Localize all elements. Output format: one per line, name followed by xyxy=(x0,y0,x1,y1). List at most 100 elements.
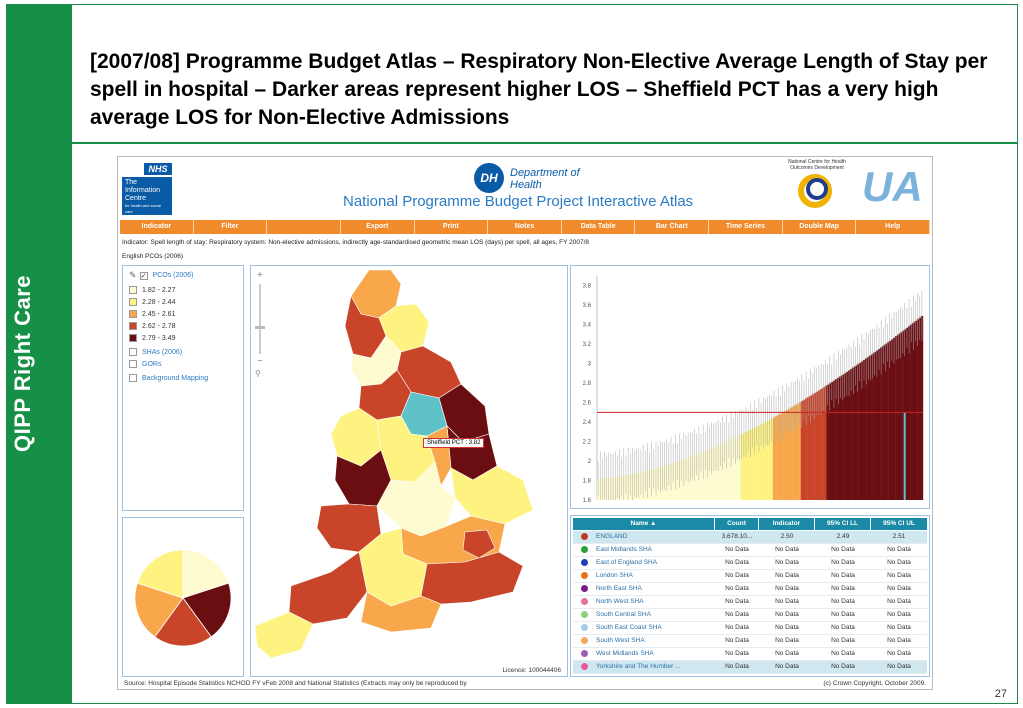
chart-bar[interactable] xyxy=(837,377,840,500)
chart-bar[interactable] xyxy=(719,444,722,500)
chart-bar[interactable] xyxy=(824,386,827,500)
menu-filter[interactable]: Filter xyxy=(194,220,268,234)
chart-bar[interactable] xyxy=(832,380,836,500)
chart-bar[interactable] xyxy=(847,370,851,500)
chart-bar[interactable] xyxy=(880,347,883,500)
chart-bar[interactable] xyxy=(727,440,731,500)
chart-bar[interactable] xyxy=(736,436,739,500)
chart-bar[interactable] xyxy=(845,371,849,500)
chart-bar[interactable] xyxy=(809,395,812,500)
chart-bar[interactable] xyxy=(744,432,748,500)
chart-bar[interactable] xyxy=(760,424,763,500)
chart-bar[interactable] xyxy=(802,399,806,500)
chart-bar[interactable] xyxy=(732,438,735,500)
menu-bar-chart[interactable]: Bar Chart xyxy=(635,220,710,234)
col-indicator-header[interactable]: Indicator xyxy=(759,518,815,530)
chart-bar[interactable] xyxy=(892,337,896,500)
col-name-header[interactable]: Name ▲ xyxy=(573,518,715,530)
chart-bar[interactable] xyxy=(798,402,801,500)
chart-bar[interactable] xyxy=(912,322,915,500)
highlighted-bar-sheffield[interactable] xyxy=(903,412,906,500)
chart-bar[interactable] xyxy=(770,418,774,500)
chart-bar[interactable] xyxy=(905,327,909,500)
chart-bar[interactable] xyxy=(886,342,889,500)
chart-bar[interactable] xyxy=(807,397,810,500)
table-row[interactable]: South West SHA No Data No Data No Data No Da… xyxy=(573,635,927,648)
chart-bar[interactable] xyxy=(794,404,797,500)
chart-bar[interactable] xyxy=(712,447,716,500)
chart-bar[interactable] xyxy=(742,433,746,500)
chart-bar[interactable] xyxy=(725,441,729,500)
zoom-in-icon[interactable]: + xyxy=(257,270,263,281)
chart-bar[interactable] xyxy=(865,358,868,500)
chart-bar[interactable] xyxy=(843,373,846,500)
chart-bar[interactable] xyxy=(867,356,870,500)
chart-bar[interactable] xyxy=(813,393,816,500)
chart-bar[interactable] xyxy=(875,350,879,500)
chart-bar[interactable] xyxy=(729,439,733,500)
chart-bar[interactable] xyxy=(907,326,911,500)
chart-bar[interactable] xyxy=(785,410,789,500)
table-row[interactable]: Yorkshire and The Humber ... No Data No Da… xyxy=(573,661,927,674)
chart-bar[interactable] xyxy=(901,331,904,500)
chart-bar[interactable] xyxy=(714,446,718,500)
chart-bar[interactable] xyxy=(828,383,831,500)
menu-notes[interactable]: Notes xyxy=(488,220,562,234)
chart-bar[interactable] xyxy=(764,422,767,500)
chart-bar[interactable] xyxy=(747,431,750,500)
chart-bar[interactable] xyxy=(723,442,726,500)
chart-bar[interactable] xyxy=(830,382,834,500)
chart-bar[interactable] xyxy=(873,352,877,500)
chart-bar[interactable] xyxy=(721,443,724,500)
chart-bar[interactable] xyxy=(792,406,795,500)
chart-bar[interactable] xyxy=(914,321,917,500)
sha-layer-checkbox[interactable] xyxy=(129,348,137,356)
pco-layer-checkbox[interactable]: ✓ xyxy=(139,271,148,280)
menu-double-map[interactable]: Double Map xyxy=(783,220,857,234)
chart-bar[interactable] xyxy=(899,332,902,500)
table-row[interactable]: North East SHA No Data No Data No Data No Da… xyxy=(573,583,927,596)
gor-layer-row[interactable]: GORs xyxy=(129,360,161,368)
chart-bar[interactable] xyxy=(882,345,885,500)
menu-print[interactable]: Print xyxy=(415,220,489,234)
zoom-handle[interactable] xyxy=(255,326,265,329)
chart-bar[interactable] xyxy=(738,435,741,500)
chart-bar[interactable] xyxy=(783,411,786,500)
chart-bar[interactable] xyxy=(676,461,679,500)
england-map[interactable]: + − ⚲ xyxy=(251,266,567,676)
chart-bar[interactable] xyxy=(777,414,780,500)
chart-bar[interactable] xyxy=(916,319,919,500)
chart-bar[interactable] xyxy=(888,341,892,500)
chart-bar[interactable] xyxy=(740,434,744,500)
chart-bar[interactable] xyxy=(717,445,720,500)
chart-bar[interactable] xyxy=(817,390,821,500)
chart-bar[interactable] xyxy=(862,359,866,500)
chart-bar[interactable] xyxy=(775,416,778,500)
chart-bar[interactable] xyxy=(766,420,769,500)
table-row[interactable]: North West SHA No Data No Data No Data No Da… xyxy=(573,596,927,609)
chart-bar[interactable] xyxy=(790,407,793,500)
pencil-icon[interactable]: ✎ xyxy=(129,270,137,280)
chart-bar[interactable] xyxy=(918,317,922,500)
table-row[interactable]: East Midlands SHA No Data No Data No Data No… xyxy=(573,544,927,557)
chart-bar[interactable] xyxy=(895,336,898,500)
chart-bar[interactable] xyxy=(897,334,900,500)
chart-bar[interactable] xyxy=(815,391,819,500)
chart-bar[interactable] xyxy=(762,423,765,500)
background-layer-checkbox[interactable] xyxy=(129,374,137,382)
table-row[interactable]: South East Coast SHA No Data No Data No Dat… xyxy=(573,622,927,635)
chart-bar[interactable] xyxy=(695,454,699,500)
chart-bar[interactable] xyxy=(755,426,759,500)
chart-bar[interactable] xyxy=(753,427,756,500)
chart-bar[interactable] xyxy=(710,448,714,500)
chart-bar[interactable] xyxy=(749,429,752,500)
table-row[interactable]: London SHA No Data No Data No Data No Data xyxy=(573,570,927,583)
sha-layer-row[interactable]: SHAs (2006) xyxy=(129,348,182,356)
chart-bar[interactable] xyxy=(772,417,776,500)
chart-bar[interactable] xyxy=(877,349,881,500)
chart-bar[interactable] xyxy=(781,412,784,500)
table-row[interactable]: South Central SHA No Data No Data No Data No… xyxy=(573,609,927,622)
chart-bar[interactable] xyxy=(871,353,874,500)
chart-bar[interactable] xyxy=(884,344,887,500)
menu-indicator[interactable]: Indicator xyxy=(120,220,194,234)
